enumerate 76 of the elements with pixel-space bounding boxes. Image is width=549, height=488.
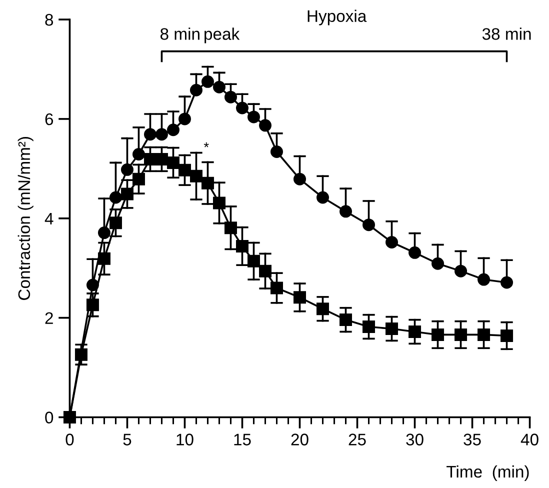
point bbox=[212, 196, 226, 210]
point bbox=[432, 328, 444, 341]
point bbox=[454, 328, 468, 341]
point bbox=[120, 188, 134, 200]
point bbox=[224, 90, 237, 104]
point bbox=[132, 172, 145, 186]
point bbox=[63, 410, 76, 424]
point bbox=[294, 291, 306, 304]
point bbox=[386, 236, 398, 248]
point bbox=[500, 276, 514, 289]
y-tick-label: 0 bbox=[45, 412, 54, 424]
point bbox=[201, 176, 214, 190]
point bbox=[86, 298, 99, 312]
x-tick-label: 10 bbox=[176, 434, 194, 446]
point bbox=[236, 102, 248, 114]
point bbox=[478, 328, 490, 341]
point bbox=[247, 110, 260, 124]
point bbox=[178, 112, 191, 126]
x-tick-label: 25 bbox=[348, 434, 366, 446]
point bbox=[132, 148, 145, 160]
annotation: 8 min bbox=[160, 28, 200, 40]
annotation: Hypoxia bbox=[308, 10, 367, 26]
x-tick-label: 5 bbox=[123, 434, 132, 446]
y-tick-label: 4 bbox=[44, 212, 54, 224]
point bbox=[144, 152, 156, 166]
point bbox=[454, 264, 468, 278]
point bbox=[432, 257, 444, 270]
point bbox=[201, 75, 214, 88]
point bbox=[408, 325, 422, 338]
x-axis-title: Time (min) bbox=[446, 465, 529, 481]
point bbox=[98, 252, 110, 265]
point bbox=[190, 84, 202, 96]
point bbox=[294, 172, 306, 186]
annotation: peak bbox=[204, 28, 240, 44]
annotation: 38 min bbox=[482, 28, 531, 40]
point bbox=[212, 80, 226, 94]
point bbox=[109, 216, 122, 230]
point bbox=[270, 282, 283, 294]
y-tick-label: 6 bbox=[45, 113, 54, 126]
point bbox=[120, 163, 134, 176]
y-tick-label: 8 bbox=[45, 14, 54, 26]
y-axis-title: Contraction (mN/mm²) bbox=[18, 136, 34, 300]
point bbox=[74, 348, 88, 361]
x-tick-label: 30 bbox=[406, 434, 424, 446]
point bbox=[155, 152, 168, 166]
point bbox=[340, 314, 352, 326]
x-tick-label: 20 bbox=[291, 434, 308, 446]
point bbox=[178, 164, 191, 176]
point bbox=[247, 254, 260, 268]
point bbox=[362, 320, 376, 334]
point bbox=[362, 218, 376, 232]
point bbox=[340, 205, 352, 218]
point bbox=[408, 246, 422, 259]
point bbox=[316, 302, 330, 316]
x-tick-label: 15 bbox=[234, 434, 251, 446]
point bbox=[259, 264, 272, 278]
point bbox=[478, 273, 490, 286]
point bbox=[190, 170, 202, 182]
point bbox=[155, 128, 168, 141]
x-tick-label: 40 bbox=[520, 434, 538, 446]
point bbox=[144, 128, 156, 141]
point bbox=[270, 146, 283, 158]
x-tick-label: 35 bbox=[464, 434, 481, 446]
annotation: * bbox=[204, 142, 209, 148]
point bbox=[166, 156, 180, 169]
x-tick-label: 0 bbox=[66, 434, 74, 446]
point bbox=[500, 329, 514, 342]
point bbox=[236, 240, 248, 252]
point bbox=[386, 322, 398, 335]
point bbox=[259, 119, 272, 132]
point bbox=[316, 191, 330, 204]
point bbox=[224, 222, 237, 234]
point bbox=[98, 226, 110, 240]
point bbox=[166, 124, 180, 136]
point bbox=[109, 191, 122, 204]
y-tick-label: 2 bbox=[45, 312, 53, 324]
